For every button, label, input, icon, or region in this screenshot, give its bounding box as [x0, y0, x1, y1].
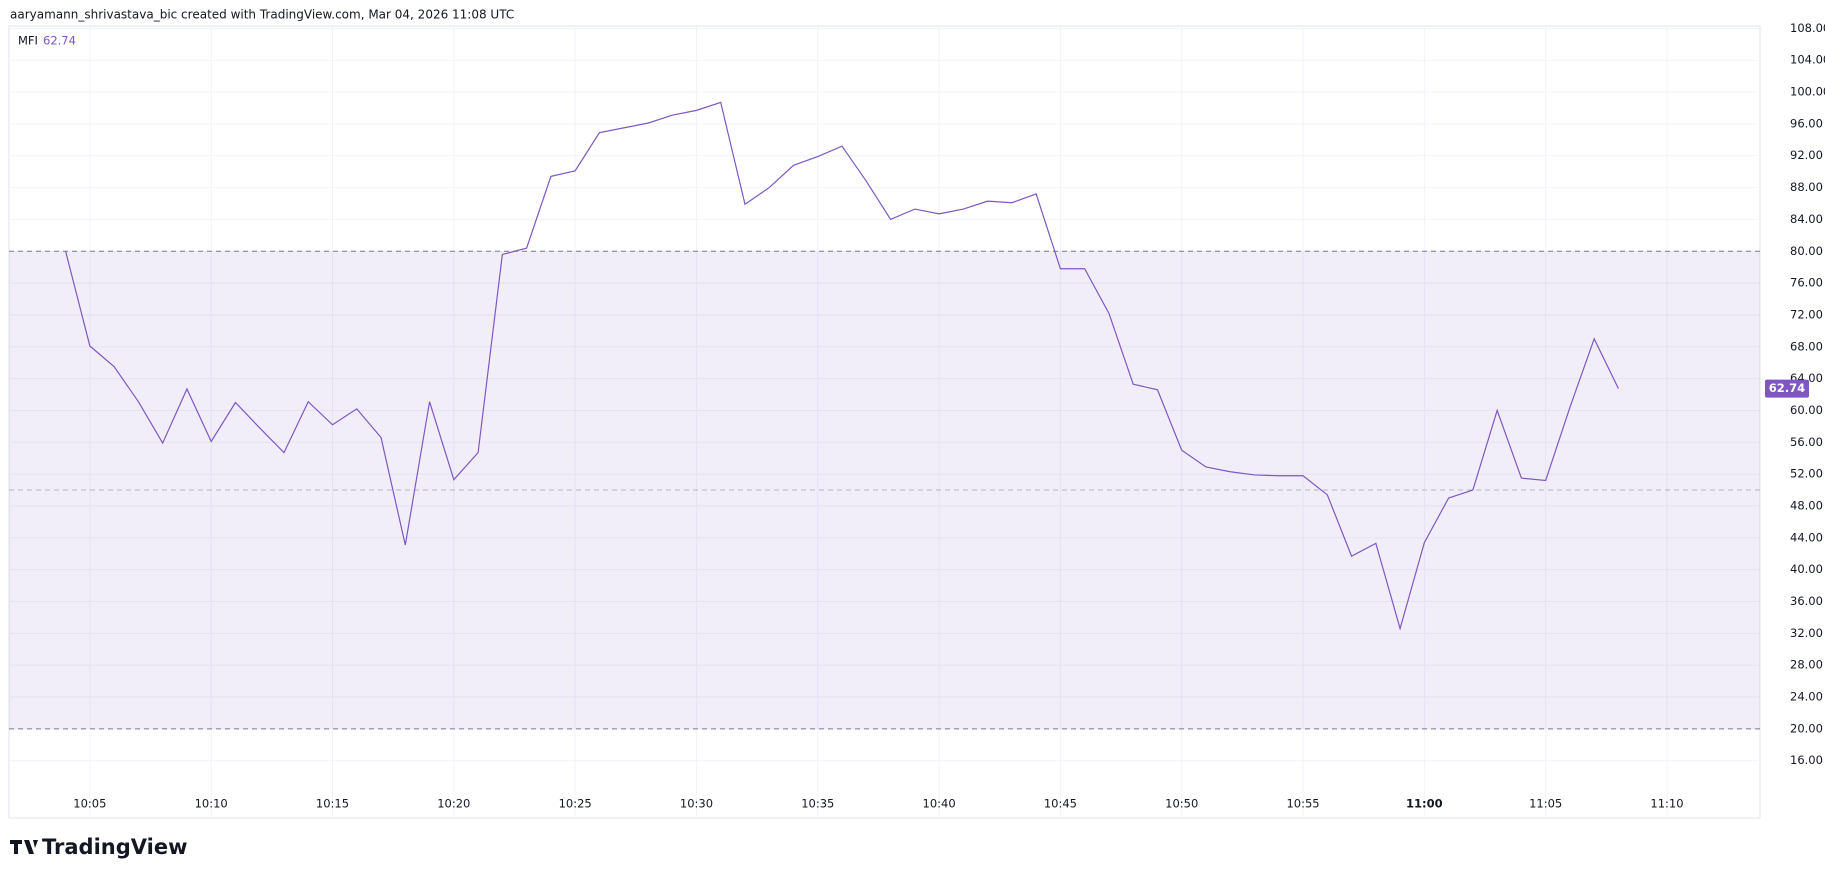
- x-tick-label: 10:10: [195, 797, 228, 811]
- y-tick-label: 32.00: [1790, 626, 1823, 640]
- x-tick-label: 10:05: [73, 797, 106, 811]
- y-tick-label: 80.00: [1790, 244, 1823, 258]
- x-tick-label: 10:20: [437, 797, 470, 811]
- brand: TradingView: [42, 835, 187, 859]
- y-tick-label: 16.00: [1790, 753, 1823, 767]
- y-tick-label: 56.00: [1790, 435, 1823, 449]
- y-tick-label: 108.00: [1790, 21, 1825, 35]
- x-tick-label: 10:55: [1286, 797, 1319, 811]
- grid: [9, 26, 1760, 818]
- y-tick-label: 20.00: [1790, 721, 1823, 735]
- x-tick-label: 10:25: [559, 797, 592, 811]
- y-tick-label: 88.00: [1790, 180, 1823, 194]
- y-tick-label: 52.00: [1790, 467, 1823, 481]
- y-tick-label: 104.00: [1790, 53, 1825, 67]
- plot-frame: [8, 25, 1761, 819]
- x-tick-label: 11:00: [1406, 797, 1443, 811]
- y-tick-label: 24.00: [1790, 690, 1823, 704]
- y-tick-label: 60.00: [1790, 403, 1823, 417]
- y-tick-label: 92.00: [1790, 148, 1823, 162]
- x-tick-label: 10:50: [1165, 797, 1198, 811]
- y-tick-label: 76.00: [1790, 276, 1823, 290]
- last-value-box: [1765, 379, 1809, 398]
- x-tick-label: 11:10: [1650, 797, 1683, 811]
- legend-name: MFI: [18, 34, 38, 48]
- x-tick-label: 11:05: [1529, 797, 1562, 811]
- mfi-line: [65, 101, 1619, 631]
- x-tick-label: 10:15: [316, 797, 349, 811]
- y-tick-label: 36.00: [1790, 594, 1823, 608]
- y-tick-label: 48.00: [1790, 498, 1823, 512]
- header-title: aaryamann_shrivastava_bic created with T…: [10, 8, 514, 22]
- y-tick-label: 40.00: [1790, 562, 1823, 576]
- x-tick-label: 10:45: [1044, 797, 1077, 811]
- y-tick-label: 28.00: [1790, 658, 1823, 672]
- y-tick-label: 44.00: [1790, 530, 1823, 544]
- y-tick-label: 68.00: [1790, 339, 1823, 353]
- x-tick-label: 10:35: [801, 797, 834, 811]
- y-tick-label: 100.00: [1790, 85, 1825, 99]
- x-tick-label: 10:30: [680, 797, 713, 811]
- logo: TradingView: [10, 835, 187, 859]
- y-tick-label: 72.00: [1790, 307, 1823, 321]
- x-tick-label: 10:40: [923, 797, 956, 811]
- last-value-label: 62.74: [1769, 381, 1805, 395]
- y-tick-label: 84.00: [1790, 212, 1823, 226]
- legend-value: 62.74: [43, 34, 76, 48]
- y-tick-label: 96.00: [1790, 116, 1823, 130]
